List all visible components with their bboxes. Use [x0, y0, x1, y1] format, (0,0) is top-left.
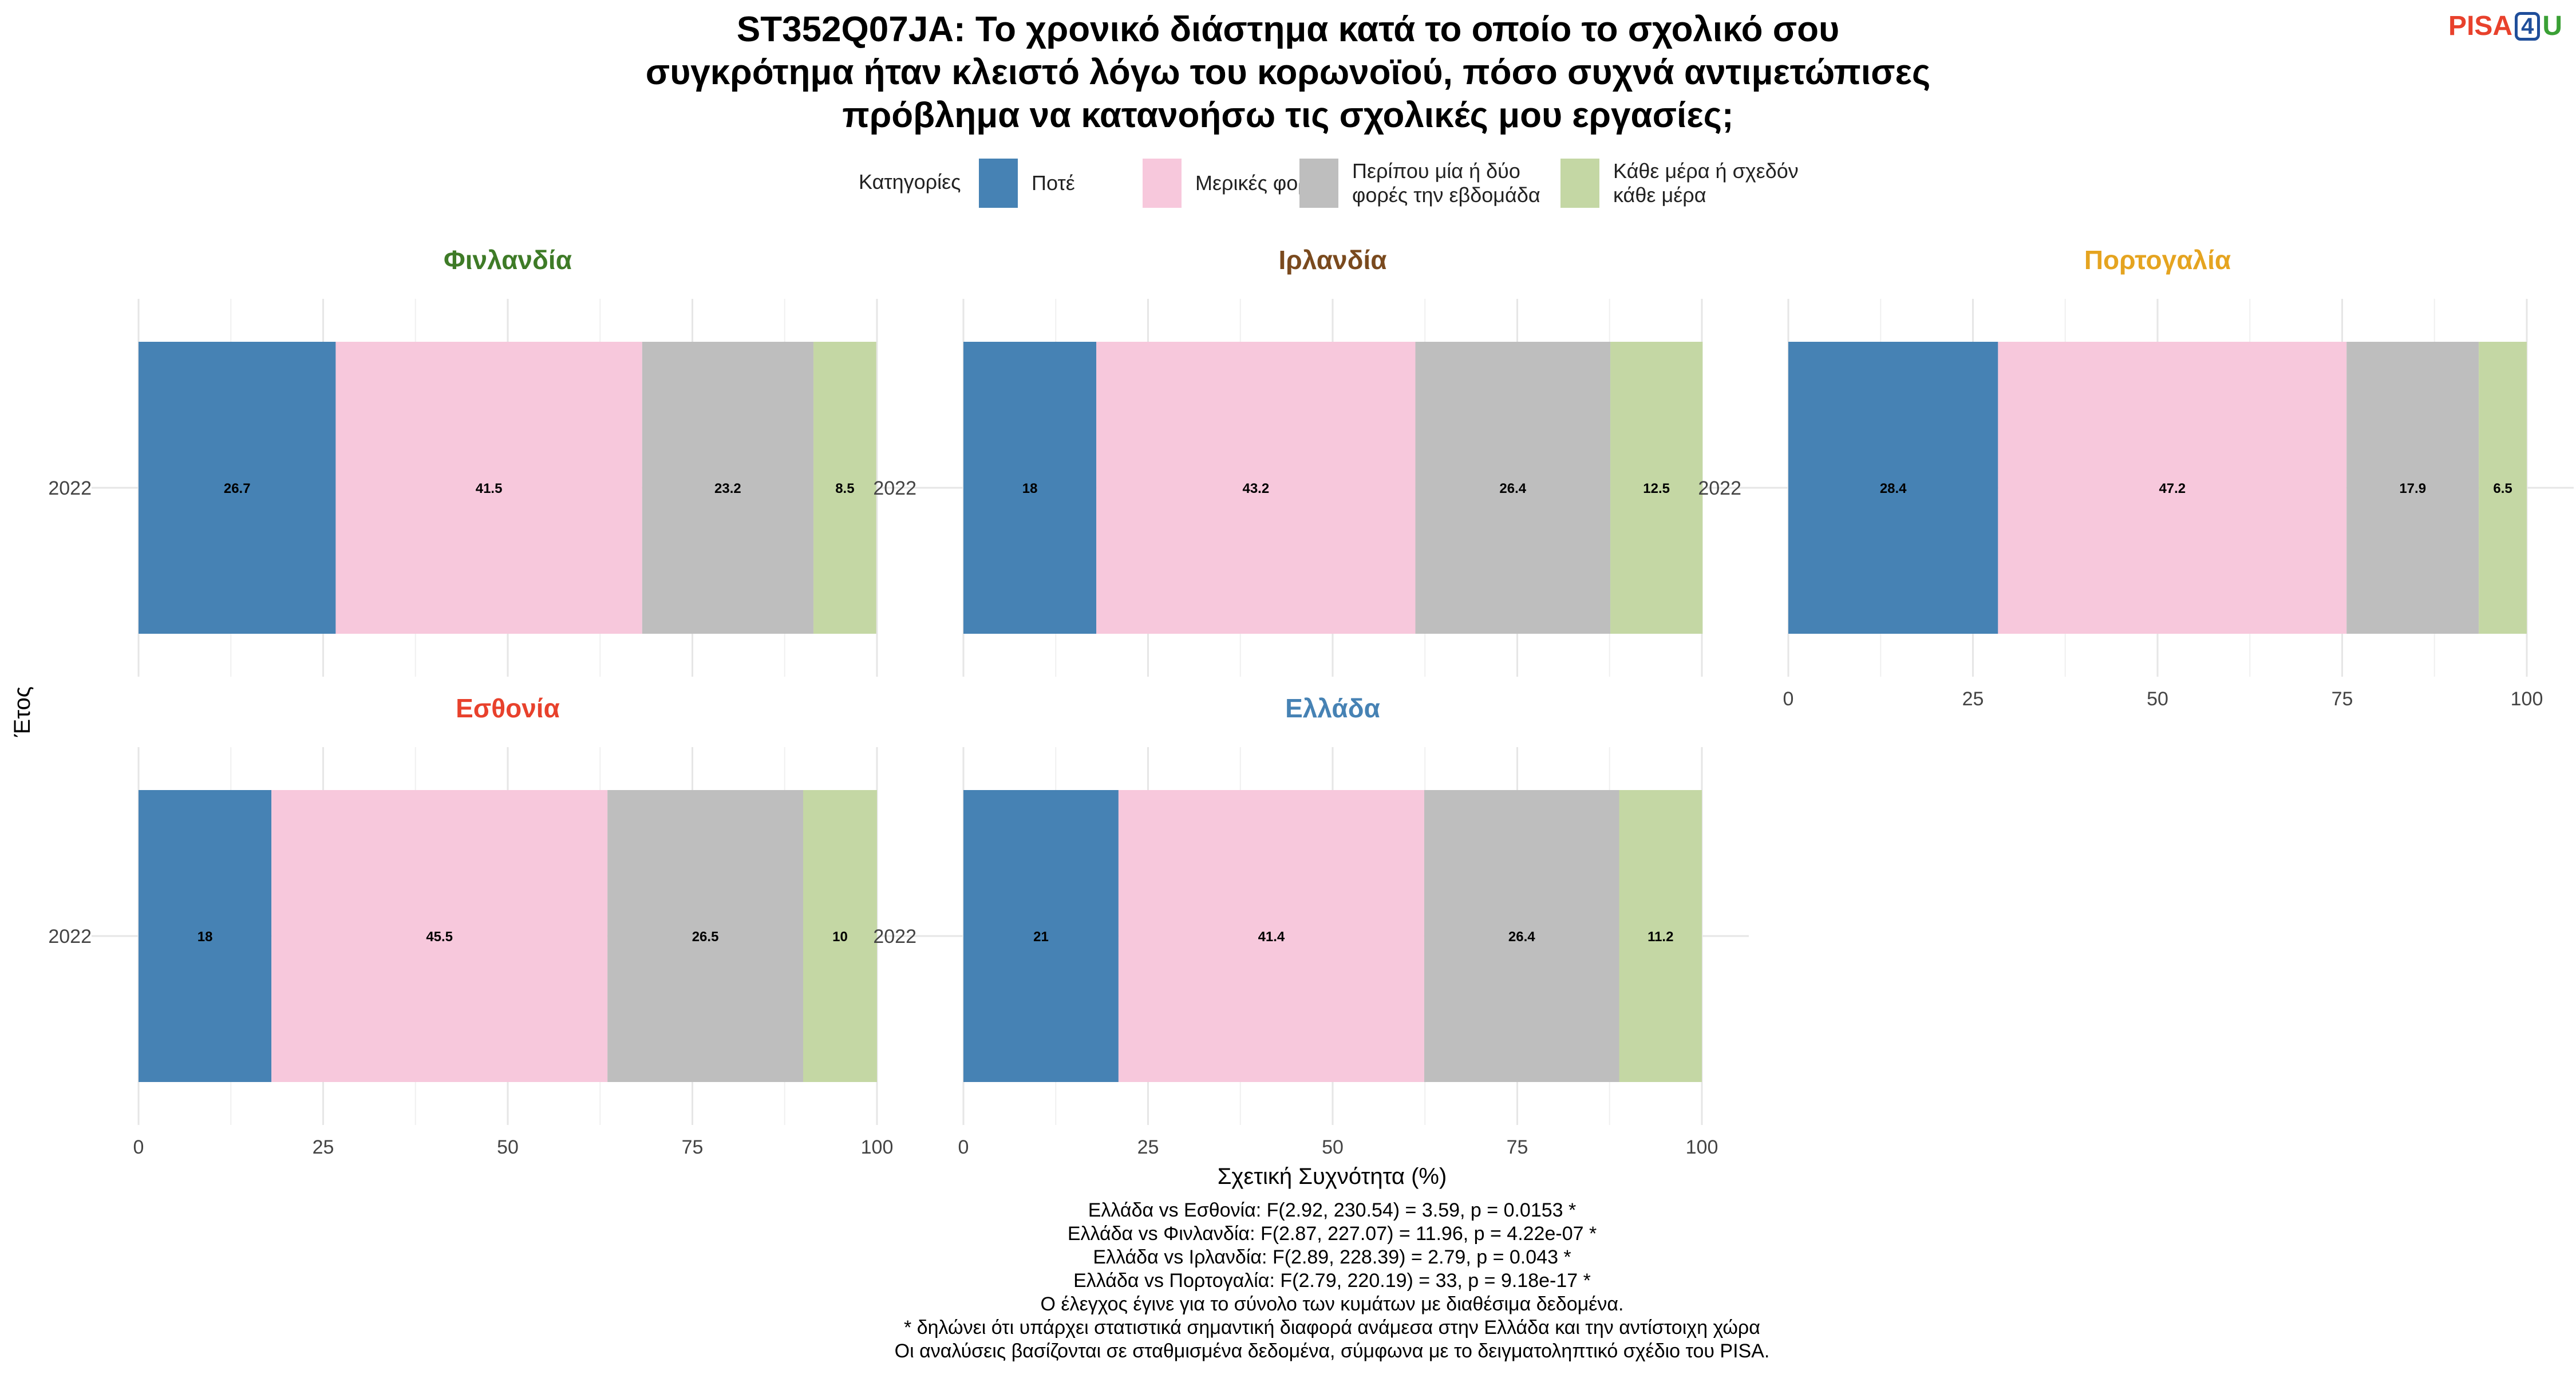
- bar-label-4-2: 45.5: [426, 929, 453, 945]
- x-tick-label-4-25: 25: [313, 1136, 334, 1158]
- caption-line-2: Ελλάδα vs Φινλανδία: F(2.87, 227.07) = 1…: [1068, 1223, 1597, 1245]
- bar-segment-2-1: [963, 342, 1097, 634]
- legend-label-4-line-1: Κάθε μέρα ή σχεδόν: [1613, 159, 1799, 183]
- bar-segment-2-2: [1096, 342, 1416, 634]
- bar-label-2-2: 43.2: [1242, 481, 1269, 496]
- logo-u-text: U: [2542, 11, 2562, 41]
- y-tick-label-4: 2022: [48, 926, 92, 947]
- bar-segment-4-3: [607, 790, 803, 1082]
- bar-segment-2-3: [1415, 342, 1611, 634]
- legend-label-3-line-2: φορές την εβδομάδα: [1352, 183, 1540, 207]
- x-tick-label-3-100: 100: [2511, 688, 2543, 710]
- y-tick-label-1: 2022: [48, 477, 92, 499]
- x-tick-label-3-0: 0: [1783, 688, 1794, 710]
- legend-label-3-line-1: Περίπου μία ή δύο: [1352, 159, 1520, 183]
- chart-title-line-2: συγκρότημα ήταν κλειστό λόγω του κορωνοϊ…: [646, 53, 1930, 92]
- bar-segment-5-1: [963, 790, 1119, 1082]
- bar-segment-4-4: [803, 790, 877, 1082]
- caption-line-5: Ο έλεγχος έγινε για το σύνολο των κυμάτω…: [1041, 1293, 1624, 1315]
- legend-key-1: [979, 159, 1018, 208]
- bar-segment-4-1: [139, 790, 272, 1082]
- bar-label-2-4: 12.5: [1643, 481, 1670, 496]
- bar-label-3-2: 47.2: [2159, 481, 2186, 496]
- x-tick-label-5-75: 75: [1507, 1136, 1528, 1158]
- bar-segment-3-2: [1998, 342, 2347, 634]
- bar-label-1-1: 26.7: [224, 481, 251, 496]
- bar-label-5-3: 26.4: [1508, 929, 1535, 945]
- x-tick-label-3-50: 50: [2147, 688, 2168, 710]
- bar-label-3-3: 17.9: [2399, 481, 2426, 496]
- x-tick-label-5-100: 100: [1686, 1136, 1718, 1158]
- bar-label-2-1: 18: [1022, 481, 1038, 496]
- bar-label-5-2: 41.4: [1258, 929, 1285, 945]
- bar-label-4-1: 18: [197, 929, 213, 945]
- x-tick-label-5-50: 50: [1322, 1136, 1344, 1158]
- bar-label-1-3: 23.2: [714, 481, 741, 496]
- panel-title-1: Φινλανδία: [444, 245, 572, 275]
- legend-key-2: [1143, 159, 1182, 208]
- bar-label-2-3: 26.4: [1499, 481, 1526, 496]
- bar-segment-2-4: [1610, 342, 1703, 634]
- y-tick-label-3: 2022: [1698, 477, 1741, 499]
- bar-segment-3-1: [1788, 342, 1998, 634]
- x-tick-label-4-0: 0: [133, 1136, 144, 1158]
- y-tick-label-5: 2022: [873, 926, 916, 947]
- legend-key-4: [1560, 159, 1599, 208]
- x-tick-label-3-25: 25: [1962, 688, 1984, 710]
- bar-segment-1-2: [335, 342, 642, 634]
- caption-line-4: Ελλάδα vs Πορτογαλία: F(2.79, 220.19) = …: [1073, 1270, 1591, 1292]
- logo-four-text: 4: [2515, 11, 2541, 41]
- x-tick-label-5-25: 25: [1137, 1136, 1159, 1158]
- x-tick-label-4-100: 100: [861, 1136, 894, 1158]
- chart-title-line-3: πρόβλημα να κατανοήσω τις σχολικές μου ε…: [842, 96, 1733, 135]
- panel-title-3: Πορτογαλία: [2084, 245, 2231, 275]
- bar-segment-4-2: [271, 790, 608, 1082]
- pisa4u-logo: PISA 4 U: [2448, 10, 2562, 42]
- panel-title-4: Εσθονία: [456, 693, 560, 723]
- bar-segment-5-4: [1619, 790, 1702, 1082]
- bar-label-3-4: 6.5: [2493, 481, 2512, 496]
- chart-title-line-1: ST352Q07JA: Το χρονικό διάστημα κατά το …: [737, 10, 1839, 49]
- bar-label-5-4: 11.2: [1647, 929, 1673, 945]
- bar-segment-5-2: [1118, 790, 1424, 1082]
- bar-label-3-1: 28.4: [1880, 481, 1907, 496]
- caption-line-3: Ελλάδα vs Ιρλανδία: F(2.89, 228.39) = 2.…: [1093, 1246, 1571, 1268]
- legend-title: Κατηγορίες: [859, 170, 961, 194]
- y-axis-title: Έτος: [10, 686, 35, 737]
- caption-line-1: Ελλάδα vs Εσθονία: F(2.92, 230.54) = 3.5…: [1088, 1199, 1577, 1221]
- legend-key-3: [1299, 159, 1338, 208]
- caption-line-7: Οι αναλύσεις βασίζονται σε σταθμισμένα δ…: [895, 1340, 1770, 1362]
- bar-segment-1-3: [642, 342, 814, 634]
- bar-label-1-4: 8.5: [835, 481, 854, 496]
- bar-label-4-3: 26.5: [692, 929, 719, 945]
- y-tick-label-2: 2022: [873, 477, 916, 499]
- x-tick-label-4-75: 75: [682, 1136, 704, 1158]
- panel-title-5: Ελλάδα: [1285, 693, 1380, 723]
- x-tick-label-4-50: 50: [497, 1136, 519, 1158]
- bar-segment-3-4: [2479, 342, 2527, 634]
- bar-segment-1-1: [139, 342, 336, 634]
- bar-label-4-4: 10: [832, 929, 848, 945]
- bar-label-5-1: 21: [1033, 929, 1049, 945]
- caption-line-6: * δηλώνει ότι υπάρχει στατιστικά σημαντι…: [904, 1317, 1760, 1339]
- bar-segment-5-3: [1424, 790, 1619, 1082]
- bar-label-1-2: 41.5: [476, 481, 503, 496]
- x-tick-label-3-75: 75: [2332, 688, 2353, 710]
- bar-segment-1-4: [813, 342, 876, 634]
- legend-label-4-line-2: κάθε μέρα: [1613, 183, 1706, 207]
- logo-pisa-text: PISA: [2448, 11, 2513, 41]
- panel-title-2: Ιρλανδία: [1278, 245, 1386, 275]
- legend-label-1: Ποτέ: [1032, 171, 1075, 195]
- bar-segment-3-3: [2346, 342, 2479, 634]
- x-axis-title: Σχετική Συχνότητα (%): [1218, 1164, 1447, 1189]
- x-tick-label-5-0: 0: [958, 1136, 969, 1158]
